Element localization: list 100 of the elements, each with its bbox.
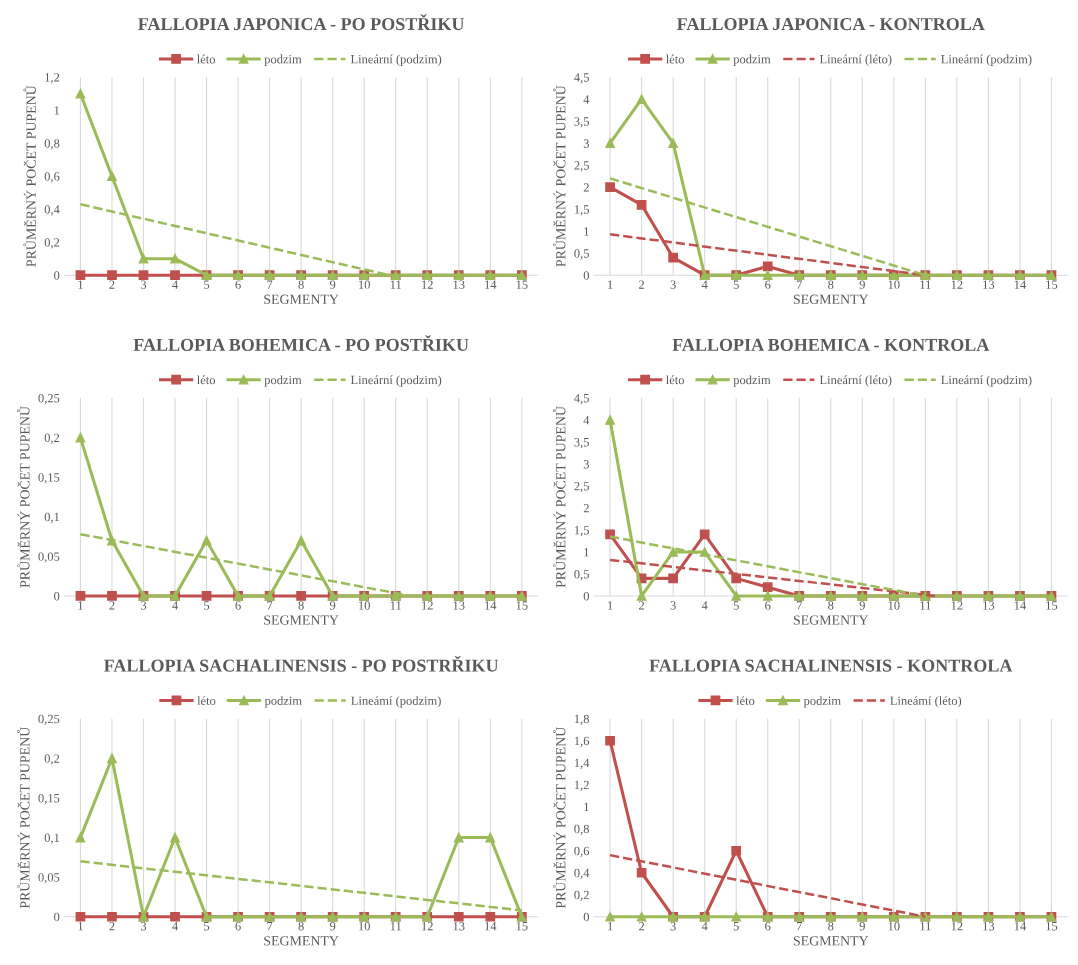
x-tick-label: 9: [859, 922, 865, 931]
x-tick-label: 1: [608, 601, 613, 610]
x-tick-label: 4: [172, 601, 178, 610]
y-tick-label: 1,4: [574, 758, 590, 769]
x-tick-label: 9: [329, 922, 336, 931]
x-tick-label: 5: [733, 280, 739, 289]
x-tick-label: 15: [516, 922, 528, 931]
x-tick-label: 2: [639, 280, 645, 289]
x-tick-label: 6: [235, 922, 241, 931]
y-tick-label: 0,15: [38, 473, 60, 484]
x-tick-label: 10: [359, 921, 370, 931]
x-tick-label: 15: [516, 601, 528, 610]
y-tick-label: 0,8: [44, 139, 60, 150]
x-tick-label: 11: [920, 280, 931, 289]
x-tick-label: 9: [859, 601, 865, 610]
x-tick-label: 2: [639, 601, 645, 610]
x-tick-label: 9: [859, 280, 865, 289]
y-tick-label: 1: [54, 106, 60, 115]
legend-label: podzim: [803, 696, 841, 708]
y-axis-title: PRŮMĚRNÝ POČET PUPENŮ: [23, 85, 36, 267]
legend-label: podzim: [733, 54, 771, 66]
x-tick-label: 11: [920, 601, 931, 610]
y-axis-title: PRŮMĚRNÝ POČET PUPENŮ: [17, 406, 30, 588]
legend-label: Lineární (podzim): [350, 375, 442, 387]
x-tick-label: 13: [983, 601, 995, 610]
y-tick-label: 0,4: [44, 205, 60, 216]
x-tick-label: 10: [359, 601, 370, 610]
y-tick-label: 4: [583, 416, 590, 425]
x-tick-label: 1: [78, 922, 83, 931]
x-tick-label: 6: [765, 601, 771, 610]
x-tick-label: 5: [733, 922, 739, 931]
y-tick-label: 3: [583, 460, 589, 469]
x-tick-label: 15: [1046, 922, 1058, 931]
x-tick-label: 4: [701, 601, 708, 610]
x-tick-label: 11: [390, 922, 401, 931]
x-tick-label: 7: [267, 601, 273, 610]
x-tick-label: 14: [1014, 280, 1026, 289]
legend-label: léto: [665, 375, 685, 385]
x-tick-label: 8: [298, 601, 304, 610]
x-tick-label: 14: [485, 922, 497, 931]
x-tick-label: 3: [140, 280, 147, 289]
y-tick-label: 2: [583, 183, 589, 192]
y-tick-label: 0,15: [38, 793, 60, 805]
x-axis-title: SEGMENTY: [264, 936, 339, 946]
x-tick-label: 3: [140, 922, 147, 931]
x-tick-label: 5: [204, 601, 210, 610]
y-tick-label: 0,4: [574, 868, 590, 880]
x-tick-label: 1: [608, 922, 613, 931]
x-tick-label: 4: [172, 922, 178, 931]
x-tick-label: 4: [701, 280, 708, 289]
chart-title: FALLOPIA SACHALINENSIS - PO POSTRŘIKU: [103, 655, 499, 672]
y-tick-label: 0,05: [38, 873, 60, 884]
x-tick-label: 3: [670, 280, 676, 289]
y-tick-label: 1,6: [574, 736, 590, 747]
x-tick-label: 11: [920, 922, 931, 931]
y-tick-label: 0: [54, 592, 60, 601]
legend-label: podzim: [264, 54, 302, 66]
x-tick-label: 10: [888, 921, 900, 931]
y-tick-label: 4,5: [574, 73, 589, 84]
y-tick-label: 0: [54, 271, 60, 280]
y-tick-label: 1,5: [574, 526, 589, 537]
x-tick-label: 15: [1046, 280, 1058, 289]
x-tick-label: 13: [453, 922, 465, 931]
y-tick-label: 2,5: [574, 161, 589, 172]
x-tick-label: 2: [109, 280, 115, 289]
x-tick-label: 1: [78, 601, 83, 610]
x-tick-label: 7: [267, 922, 273, 931]
x-tick-label: 14: [485, 280, 497, 289]
legend-label: léto: [197, 696, 216, 705]
x-tick-label: 4: [172, 280, 178, 289]
y-tick-label: 0: [583, 271, 589, 280]
x-tick-label: 6: [765, 922, 771, 931]
x-tick-label: 10: [888, 280, 900, 289]
x-tick-label: 8: [298, 921, 304, 931]
x-tick-label: 2: [109, 601, 115, 610]
y-tick-label: 0,5: [574, 249, 589, 260]
x-tick-label: 2: [639, 922, 645, 931]
y-tick-label: 1,8: [574, 714, 589, 725]
x-tick-label: 5: [204, 280, 210, 289]
x-tick-label: 12: [951, 601, 963, 610]
x-tick-label: 6: [235, 601, 241, 610]
y-tick-label: 0,2: [574, 890, 589, 902]
x-tick-label: 9: [329, 601, 336, 610]
x-tick-label: 8: [828, 280, 834, 289]
legend-label: léto: [736, 696, 755, 705]
y-tick-label: 1: [584, 548, 589, 557]
chart-title: FALLOPIA JAPONICA - KONTROLA: [677, 18, 985, 31]
y-tick-label: 0,2: [44, 238, 60, 249]
x-tick-label: 11: [390, 280, 401, 289]
y-tick-label: 0: [54, 912, 60, 922]
x-tick-label: 3: [140, 601, 147, 610]
x-tick-label: 3: [670, 601, 676, 610]
x-tick-label: 1: [608, 280, 613, 289]
legend-label: léto: [196, 54, 216, 64]
y-tick-label: 0: [583, 912, 589, 922]
x-axis-title: SEGMENTY: [793, 615, 869, 625]
chart-title: FALLOPIA BOHEMICA - KONTROLA: [672, 338, 990, 351]
legend-label: Lineární (podzim): [941, 375, 1032, 387]
legend-label: Lineární (léto): [819, 375, 892, 387]
y-axis-title: PRŮMĚRNÝ POČET PUPENŮ: [17, 727, 30, 909]
